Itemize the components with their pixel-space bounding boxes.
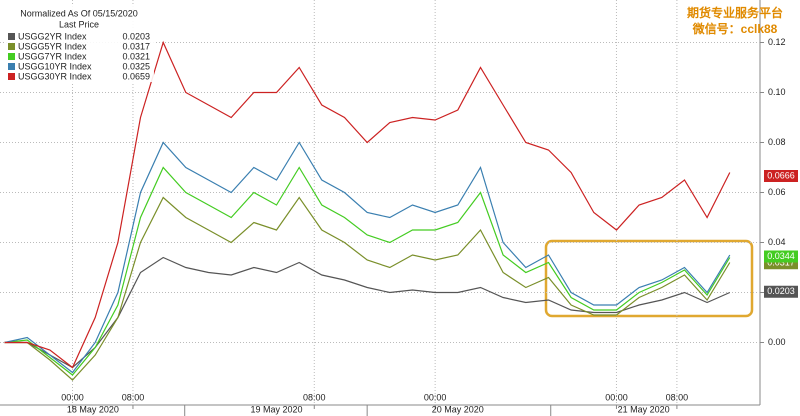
legend-value: 0.0203 <box>122 31 150 41</box>
value-tag-label: 0.0666 <box>767 170 795 180</box>
legend-swatch <box>8 73 15 80</box>
legend-value: 0.0325 <box>122 61 150 71</box>
y-tick-label: 0.08 <box>768 137 786 147</box>
y-tick-label: 0.00 <box>768 337 786 347</box>
value-tag-label: 0.0317 <box>767 258 795 268</box>
x-tick-label: 08:00 <box>122 392 145 402</box>
series-line <box>4 196 731 381</box>
y-tick-label: 0.04 <box>768 237 786 247</box>
legend-label: USGG30YR Index <box>18 71 92 81</box>
legend-label: USGG7YR Index <box>18 51 87 61</box>
series-line <box>4 256 731 369</box>
legend-label: USGG2YR Index <box>18 31 87 41</box>
legend-title: Normalized As Of 05/15/2020 <box>20 8 138 18</box>
x-tick-label: 00:00 <box>424 392 447 402</box>
legend-box <box>4 6 154 82</box>
series-line <box>4 141 731 374</box>
date-label: 20 May 2020 <box>432 404 484 414</box>
lines <box>0 0 760 405</box>
x-tick-label: 00:00 <box>61 392 84 402</box>
value-tag <box>764 170 798 182</box>
date-label: 21 May 2020 <box>618 404 670 414</box>
legend-value: 0.0321 <box>122 51 150 61</box>
x-tick-label: 08:00 <box>303 392 326 402</box>
legend-value: 0.0659 <box>122 71 150 81</box>
date-label: 18 May 2020 <box>67 404 119 414</box>
series-line <box>4 166 731 376</box>
legend-swatch <box>8 43 15 50</box>
legend-swatch <box>8 53 15 60</box>
x-tick-label: 08:00 <box>666 392 689 402</box>
value-tag <box>764 250 798 263</box>
y-tick-label: 0.12 <box>768 37 786 47</box>
legend-label: USGG5YR Index <box>18 41 87 51</box>
series-line <box>4 40 731 369</box>
legend-value: 0.0317 <box>122 41 150 51</box>
x-tick-label: 00:00 <box>605 392 628 402</box>
y-tick-label: 0.06 <box>768 187 786 197</box>
value-tag-label: 0.0203 <box>767 286 795 296</box>
value-tag <box>764 285 798 298</box>
legend-label: USGG10YR Index <box>18 61 92 71</box>
y-tick-label: 0.10 <box>768 87 786 97</box>
legend-subtitle: Last Price <box>59 19 99 29</box>
watermark: 微信号：cclk88 <box>692 21 778 36</box>
legend-swatch <box>8 63 15 70</box>
date-label: 19 May 2020 <box>250 404 302 414</box>
legend-swatch <box>8 33 15 40</box>
value-tag-label: 0.0344 <box>767 251 795 261</box>
watermark: 期货专业服务平台 <box>687 5 783 20</box>
